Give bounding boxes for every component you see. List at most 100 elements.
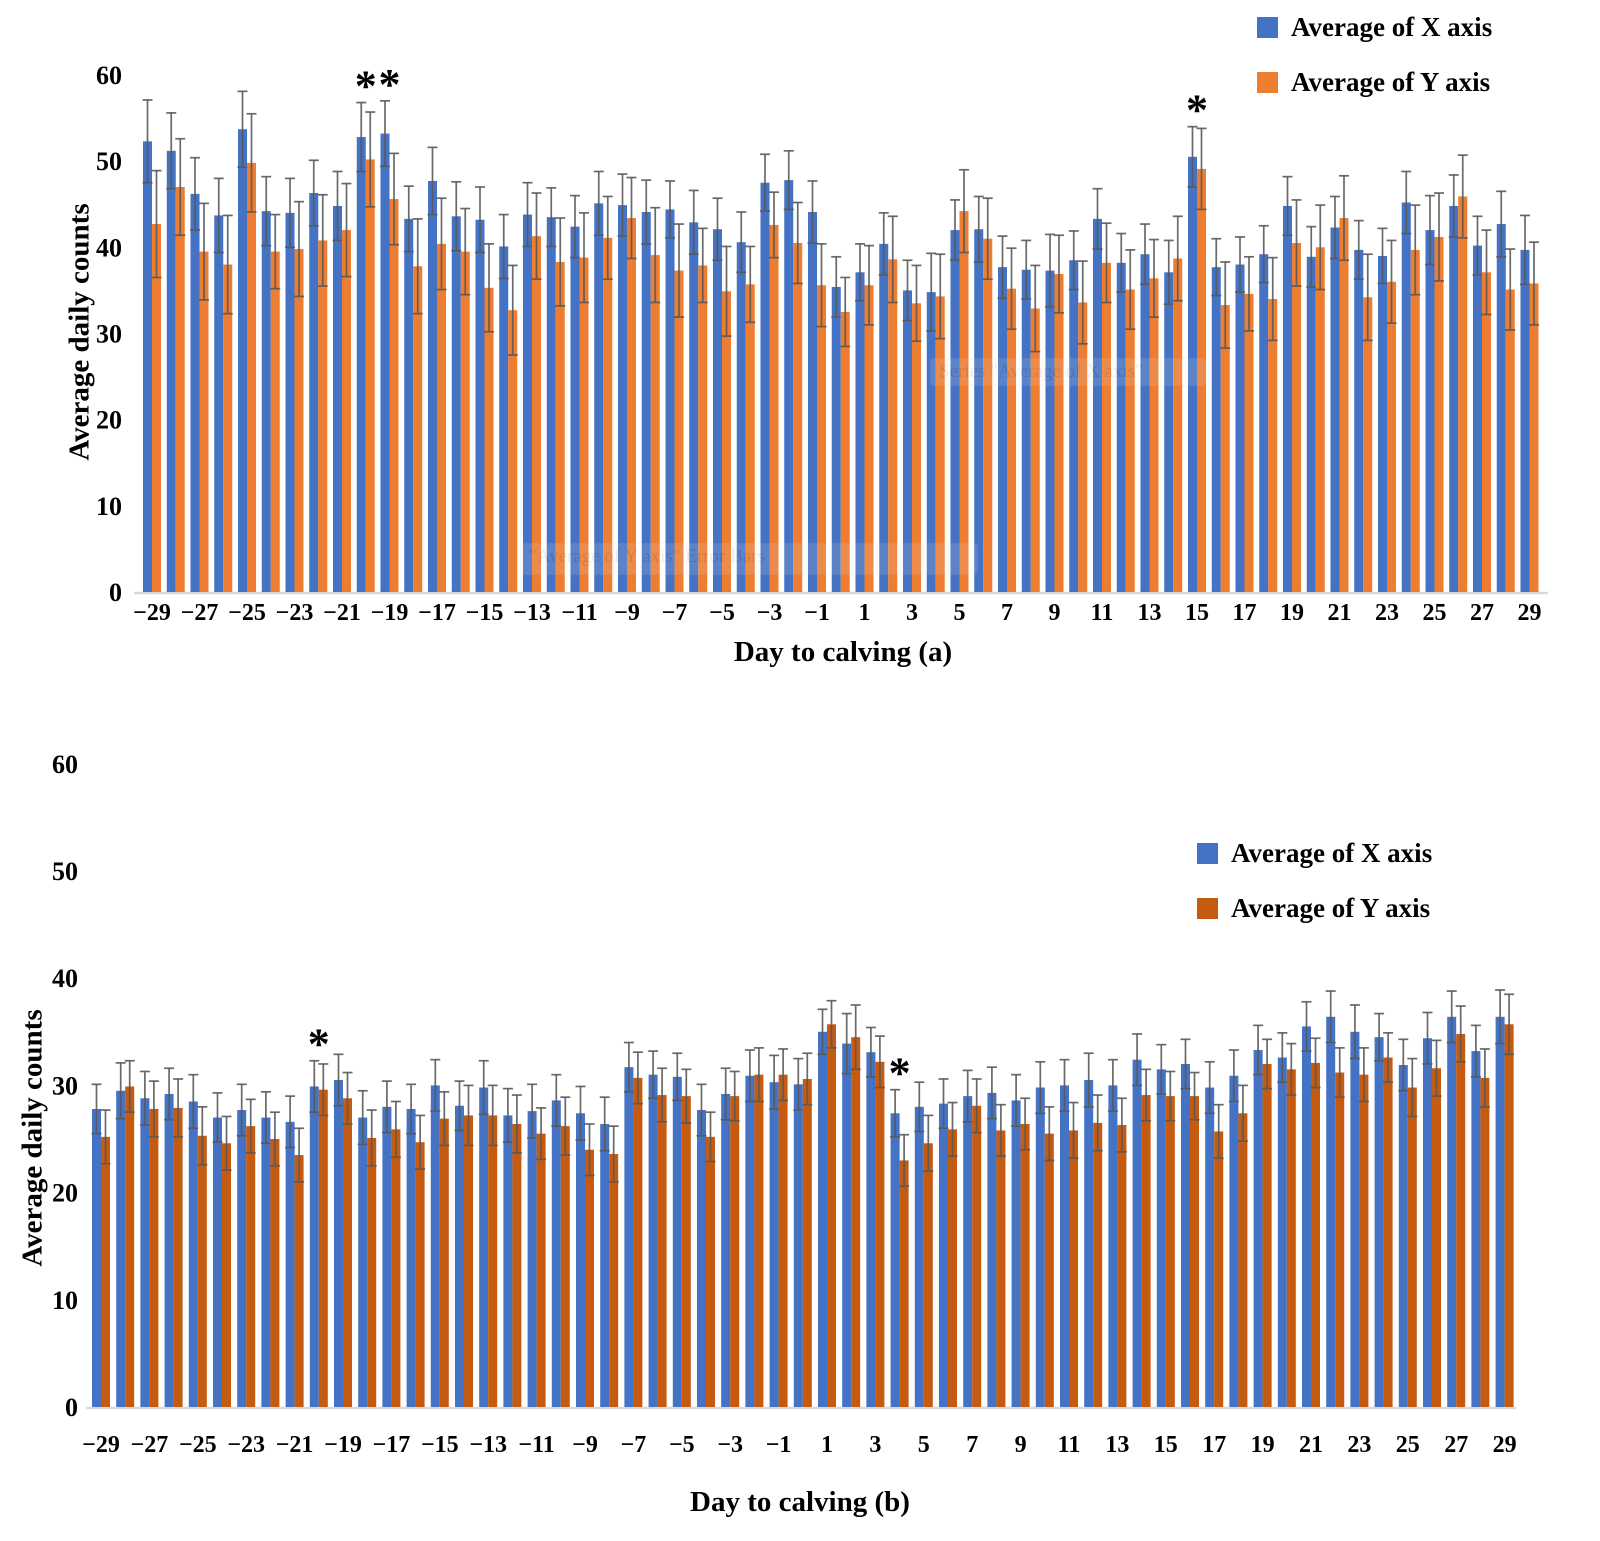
- chart-a-xtick-label: −9: [614, 600, 640, 626]
- chart-a-x-bar: [1188, 156, 1197, 593]
- chart-a-x-bar: [570, 226, 580, 592]
- chart-a-xtick-label: −7: [662, 600, 688, 626]
- chart-b-x-bar: [479, 1087, 489, 1407]
- chart-a-y-bar: [1339, 218, 1349, 592]
- chart-a-y-bar: [1030, 308, 1040, 592]
- chart-b-x-bar: [890, 1113, 900, 1407]
- chart-b-xtick-label: 21: [1299, 1432, 1323, 1458]
- chart-b-y-bar: [778, 1074, 788, 1407]
- chart-a-xtick-label: 15: [1185, 600, 1209, 626]
- chart-a-x-bar: [1021, 269, 1031, 592]
- chart-b-y-bar: [1456, 1033, 1466, 1407]
- chart-b-y-bar: [197, 1135, 207, 1407]
- chart-b-y-bar: [948, 1129, 957, 1407]
- chart-a-y-bar: [1220, 305, 1230, 592]
- chart-a-x-bar: [713, 229, 722, 592]
- chart-a-x-bar: [808, 211, 817, 592]
- chart-b-x-bar: [430, 1085, 440, 1407]
- chart-b-x-bar: [672, 1076, 682, 1407]
- chart-b-ytick-label: 10: [52, 1286, 78, 1315]
- chart-a-y-bar: [1244, 293, 1254, 592]
- chart-b-y-bar: [1069, 1130, 1078, 1407]
- chart-b-y-bar: [415, 1142, 425, 1407]
- chart-a-xtick-label: −3: [757, 600, 783, 626]
- chart-b-y-bar: [1117, 1125, 1127, 1407]
- chart-a-y-bar: [1197, 168, 1206, 592]
- chart-b-y-bar: [512, 1123, 522, 1407]
- chart-a-y-bar: [1173, 258, 1183, 592]
- chart-a-x-bar: [1378, 255, 1387, 592]
- chart-a-x-bar: [1235, 264, 1245, 592]
- chart-b-y-bar: [1432, 1068, 1441, 1407]
- chart-b-xtick-label: 17: [1202, 1432, 1226, 1458]
- chart-b-y-axis-title: Average daily counts: [16, 1009, 49, 1267]
- chart-a-x-bar: [166, 150, 176, 592]
- chart-b-x-bar: [914, 1106, 924, 1407]
- chart-a-y-bar: [650, 255, 660, 592]
- chart-a-x-bar: [1449, 205, 1459, 592]
- chart-a-xtick-label: 5: [954, 600, 966, 626]
- chart-b-xtick-label: 13: [1105, 1432, 1129, 1458]
- chart-b-x-bar: [987, 1092, 997, 1407]
- chart-a-x-axis-title: Day to calving (a): [733, 636, 953, 668]
- chart-b-x-bar: [140, 1098, 150, 1407]
- chart-a-y-bar: [389, 199, 399, 592]
- chart-b-y-bar: [996, 1130, 1006, 1407]
- chart-b-x-bar: [1108, 1085, 1118, 1407]
- chart-a-y-bar: [1315, 247, 1325, 592]
- chart-b-x-axis-title: Day to calving (b): [690, 1486, 910, 1518]
- chart-a-y-bar: [1410, 249, 1420, 593]
- legend-label-y-axis-a: Average of Y axis: [1291, 67, 1491, 97]
- chart-a-x-bar: [855, 272, 865, 592]
- legend-swatch-x-axis-b: [1197, 842, 1218, 864]
- chart-b-x-bar: [213, 1117, 222, 1407]
- chart-a-xtick-label: 23: [1375, 600, 1399, 626]
- chart-b-xtick-label: 5: [918, 1432, 930, 1458]
- chart-b-y-bar: [125, 1086, 135, 1407]
- chart-a-y-bar: [223, 264, 233, 592]
- chart-b-y-bar: [1335, 1072, 1345, 1407]
- chart-b-y-bar: [1383, 1057, 1393, 1407]
- chart-b-y-bar: [754, 1074, 764, 1407]
- chart-b-x-bar: [551, 1100, 561, 1407]
- chart-a-xtick-label: −21: [323, 600, 361, 626]
- chart-a-xtick-label: 11: [1091, 600, 1114, 626]
- chart-b-x-bar: [309, 1086, 319, 1407]
- chart-a-y-bar: [270, 251, 280, 593]
- chart-b-y-bar: [439, 1118, 449, 1407]
- chart-a-x-bar: [523, 214, 532, 593]
- chart-a-xtick-label: −15: [466, 600, 504, 626]
- chart-a-y-bar: [1505, 289, 1515, 592]
- chart-a-y-bar: [840, 311, 850, 592]
- chart-a-x-bar: [1401, 202, 1411, 592]
- chart-a-ytick-label: 10: [96, 492, 122, 521]
- chart-a-xtick-label: −19: [371, 600, 409, 626]
- chart-b-x-bar: [939, 1103, 948, 1407]
- chart-b-xtick-label: −13: [469, 1432, 507, 1458]
- chart-a-x-bar: [261, 211, 271, 592]
- chart-a-x-bar: [1283, 205, 1292, 592]
- chart-b-x-bar: [527, 1111, 537, 1407]
- chart-b-y-bar: [294, 1155, 304, 1407]
- chart-b-y-bar: [1286, 1069, 1296, 1407]
- chart-b-y-bar: [560, 1126, 570, 1407]
- chart-a-significance-asterisk: *: [1186, 86, 1208, 135]
- chart-a-y-bar: [888, 259, 898, 592]
- chart-a-y-bar: [912, 303, 921, 592]
- chart-a-y-bar: [769, 224, 779, 592]
- chart-b-x-bar: [963, 1096, 973, 1407]
- chart-a-x-bar: [760, 182, 770, 592]
- chart-a-x-bar: [1069, 260, 1079, 592]
- chart-b-x-bar: [1011, 1100, 1021, 1407]
- chart-b-ytick-label: 50: [52, 857, 78, 886]
- chart-a-y-bar: [1125, 289, 1135, 592]
- chart-a-y-bar: [983, 238, 993, 592]
- chart-b-y-bar: [730, 1096, 740, 1407]
- chart-b-xtick-label: 29: [1493, 1432, 1517, 1458]
- chart-b-y-bar: [609, 1154, 619, 1407]
- chart-b-x-bar: [1326, 1016, 1336, 1407]
- chart-a-xtick-label: 19: [1280, 600, 1304, 626]
- chart-a-y-bar: [152, 224, 161, 593]
- chart-b-x-bar: [164, 1093, 174, 1407]
